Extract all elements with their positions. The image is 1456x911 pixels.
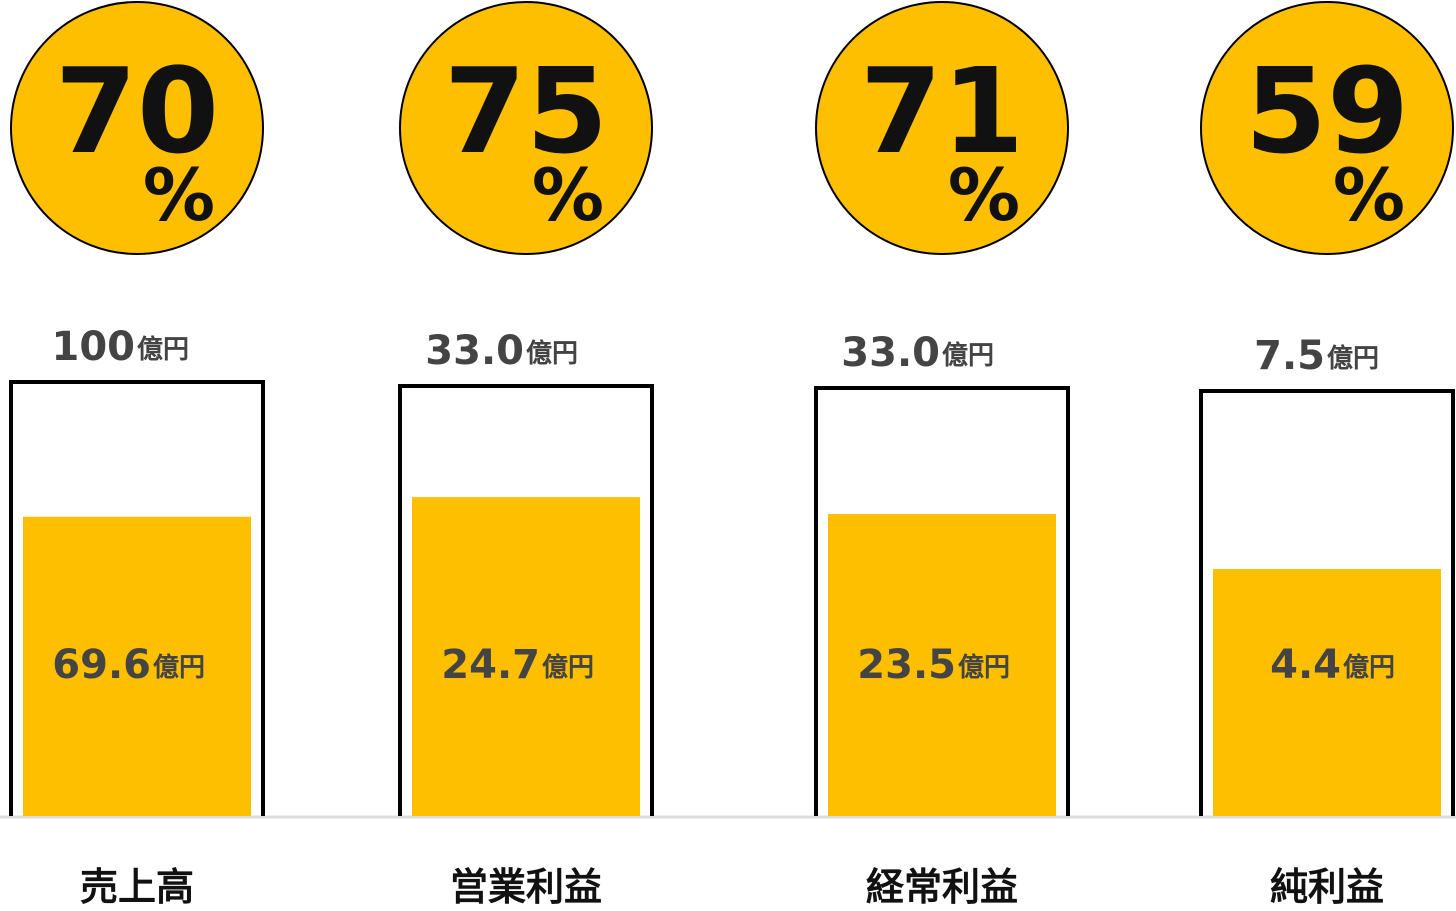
target-unit: 億円 (526, 339, 578, 369)
target-unit: 億円 (942, 341, 994, 371)
percent-unit: % (143, 153, 215, 237)
actual-bar (1213, 569, 1441, 816)
actual-unit: 億円 (542, 653, 594, 683)
percent-unit: % (1333, 153, 1405, 237)
target-box (9, 380, 265, 816)
actual-unit: 億円 (958, 653, 1010, 683)
percent-circle (815, 1, 1069, 255)
percent-value: 71 (860, 42, 1024, 180)
actual-label: 4.4 (1270, 642, 1341, 688)
actual-unit: 億円 (1343, 653, 1395, 683)
category-label: 営業利益 (450, 865, 602, 907)
target-label: 100 (52, 324, 136, 370)
target-label: 33.0 (841, 330, 940, 376)
target-box (814, 386, 1070, 816)
target-label: 33.0 (425, 328, 524, 374)
actual-label: 23.5 (857, 642, 956, 688)
percent-value: 70 (55, 42, 219, 180)
target-label: 7.5 (1254, 333, 1325, 379)
actual-bar (412, 497, 640, 816)
percent-value: 59 (1245, 42, 1409, 180)
category-label: 純利益 (1270, 865, 1384, 907)
target-box (1199, 389, 1455, 816)
actual-unit: 億円 (153, 653, 205, 683)
percent-circle (10, 1, 264, 255)
actual-label: 69.6 (52, 642, 151, 688)
actual-bar (828, 514, 1056, 816)
target-unit: 億円 (137, 335, 189, 365)
percent-unit: % (532, 153, 604, 237)
percent-value: 75 (444, 42, 608, 180)
target-box (398, 384, 654, 816)
target-unit: 億円 (1327, 344, 1379, 374)
percent-circle (399, 1, 653, 255)
actual-label: 24.7 (441, 642, 540, 688)
category-label: 売上高 (80, 865, 194, 907)
percent-circle (1200, 1, 1454, 255)
category-label: 経常利益 (866, 865, 1018, 907)
percent-unit: % (948, 153, 1020, 237)
actual-bar (23, 516, 251, 816)
